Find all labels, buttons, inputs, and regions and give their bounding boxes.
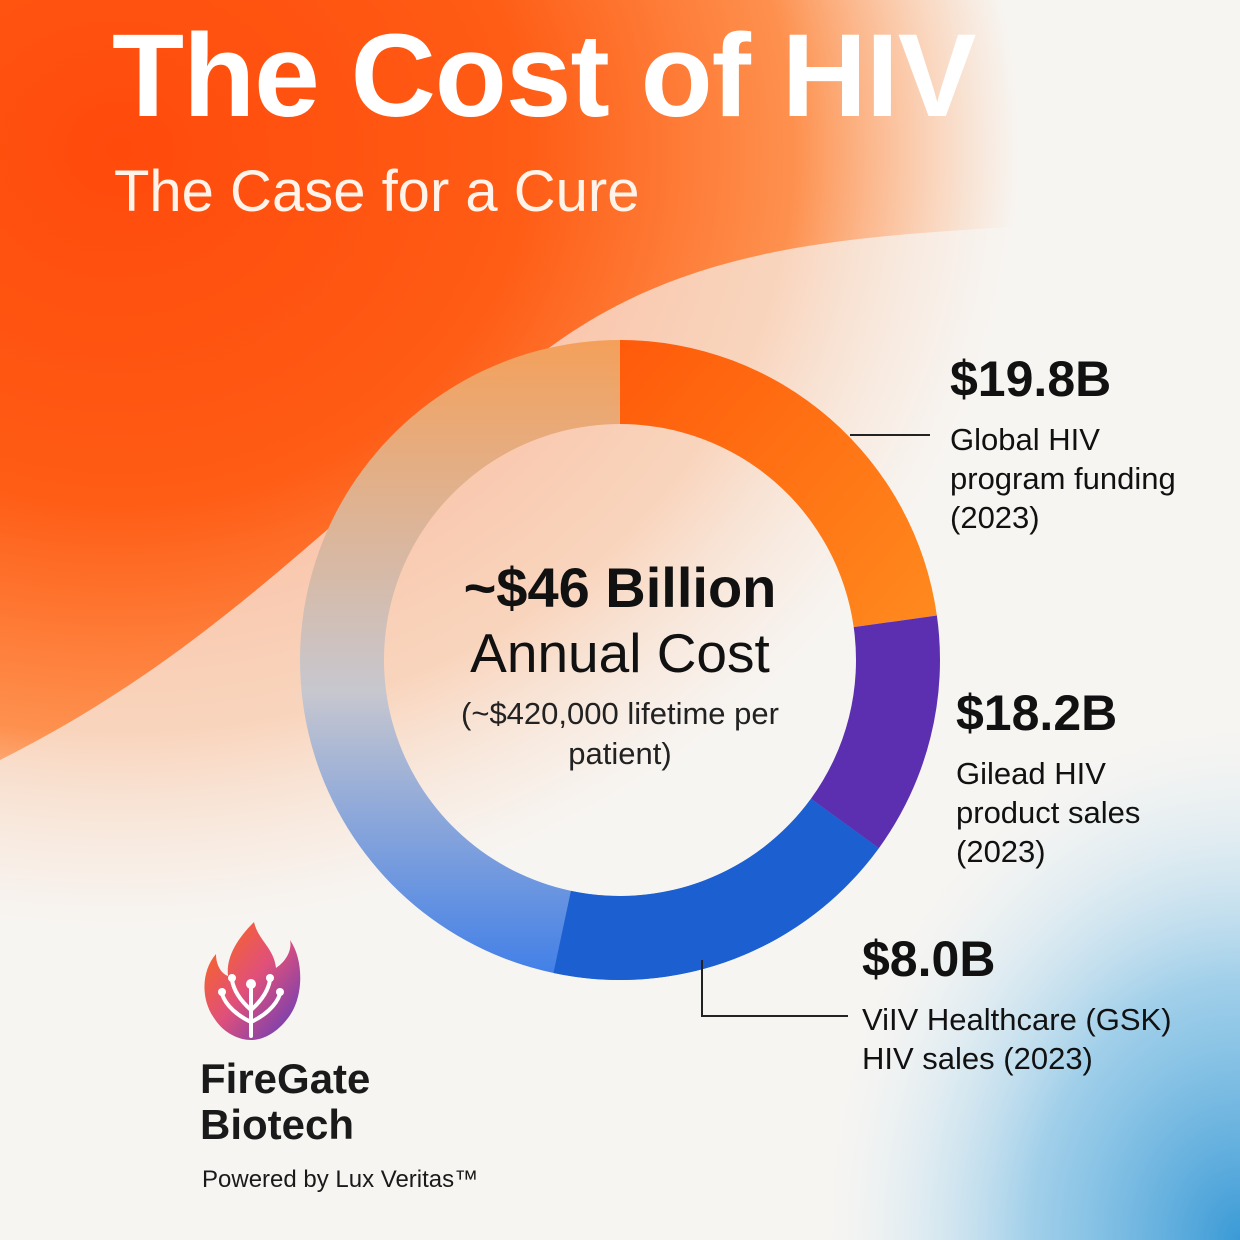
firegate-flame-logo-icon [204, 922, 301, 1040]
callout-viiv-sales: $8.0B ViIV Healthcare (GSK) HIV sales (2… [862, 930, 1172, 1078]
leader-line-viiv [701, 960, 848, 1017]
callout-gilead-sales: $18.2B Gilead HIV product sales (2023) [956, 684, 1140, 871]
callout-global-funding: $19.8B Global HIV program funding (2023) [950, 350, 1176, 537]
page-title: The Cost of HIV [112, 10, 976, 142]
callout-value: $8.0B [862, 931, 996, 987]
slice-viiv-sales [553, 798, 879, 980]
callout-label: Gilead HIV product sales (2023) [956, 756, 1141, 869]
callout-label: ViIV Healthcare (GSK) HIV sales (2023) [862, 1002, 1172, 1076]
total-label: Annual Cost [470, 622, 770, 684]
slice-gilead-sales [810, 615, 940, 849]
lifetime-note: (~$420,000 lifetime per patient) [461, 696, 779, 771]
callout-label: Global HIV program funding (2023) [950, 422, 1176, 535]
brand-name: FireGate Biotech [200, 1055, 371, 1148]
donut-background-ring [300, 340, 886, 980]
donut-center-label: ~$46 Billion Annual Cost (~$420,000 life… [420, 556, 820, 774]
page-subtitle: The Case for a Cure [114, 159, 640, 224]
brand-tagline: Powered by Lux Veritas™ [202, 1166, 479, 1193]
callout-value: $19.8B [950, 351, 1112, 407]
callout-value: $18.2B [956, 685, 1118, 741]
slice-global-funding [620, 340, 937, 628]
total-amount: ~$46 Billion [463, 556, 777, 619]
